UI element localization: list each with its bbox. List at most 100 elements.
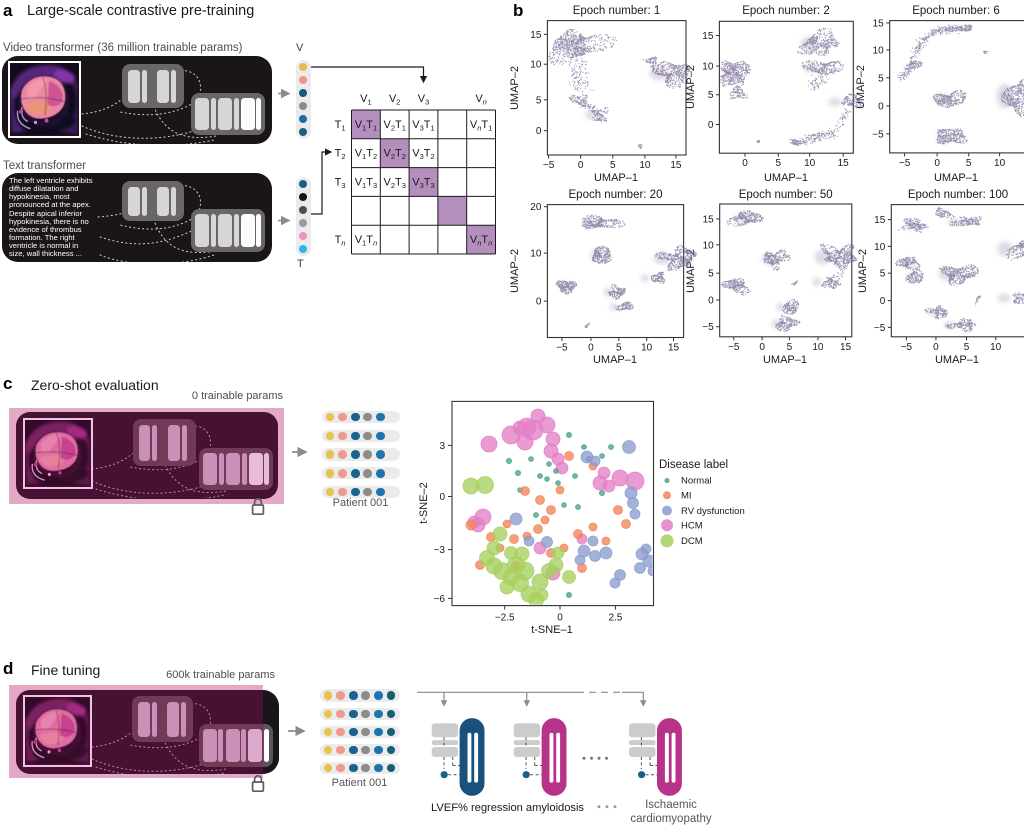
svg-text:15: 15 [874,215,886,226]
svg-text:5: 5 [787,342,793,353]
svg-text:5: 5 [708,90,714,101]
svg-text:T3: T3 [335,177,346,191]
svg-text:0: 0 [878,101,884,112]
svg-text:10: 10 [639,160,651,171]
svg-text:V3T3: V3T3 [412,177,434,191]
svg-text:10: 10 [990,342,1002,353]
svg-text:UMAP–2: UMAP–2 [509,66,521,110]
svg-text:UMAP–1: UMAP–1 [593,354,637,366]
svg-text:15: 15 [838,158,850,169]
svg-text:5: 5 [776,158,782,169]
svg-text:V3T2: V3T2 [412,148,434,162]
svg-text:UMAP–1: UMAP–1 [763,354,807,366]
svg-text:10: 10 [530,249,542,260]
svg-text:10: 10 [804,158,816,169]
svg-text:UMAP–1: UMAP–1 [934,172,978,184]
svg-text:0: 0 [557,613,563,624]
svg-text:V1Tn: V1Tn [355,234,377,248]
svg-text:10: 10 [530,60,542,71]
svg-text:Epoch number: 20: Epoch number: 20 [569,189,663,201]
svg-text:V2T3: V2T3 [383,177,405,191]
svg-text:15: 15 [668,343,680,354]
svg-text:15: 15 [670,160,682,171]
svg-text:10: 10 [702,62,714,73]
svg-text:UMAP–1: UMAP–1 [764,172,808,184]
svg-text:LVEF% regression amyloidosis: LVEF% regression amyloidosis [431,802,584,814]
svg-text:V1T3: V1T3 [355,177,377,191]
svg-text:3: 3 [439,441,445,452]
svg-text:0: 0 [588,343,594,354]
svg-text:UMAP–2: UMAP–2 [855,65,867,109]
svg-text:cardiomyopathy: cardiomyopathy [630,813,711,825]
svg-text:MI: MI [681,491,692,502]
svg-text:V2T1: V2T1 [383,119,405,132]
svg-text:0: 0 [880,296,886,307]
svg-text:10: 10 [703,240,715,251]
svg-text:0: 0 [439,492,445,503]
svg-text:−5: −5 [899,158,911,169]
svg-text:T2: T2 [335,148,346,162]
svg-text:UMAP–2: UMAP–2 [685,65,697,109]
svg-text:V1T1: V1T1 [355,119,377,132]
svg-text:0: 0 [708,296,714,307]
svg-text:10: 10 [873,45,885,56]
svg-text:−5: −5 [556,343,568,354]
svg-text:V3T1: V3T1 [412,119,434,132]
svg-text:t-SNE–2: t-SNE–2 [418,482,430,524]
svg-text:RV dysfunction: RV dysfunction [681,506,745,517]
svg-text:−5: −5 [874,323,886,334]
svg-text:Vn: Vn [475,93,487,107]
svg-text:5: 5 [966,158,972,169]
svg-text:−2.5: −2.5 [495,613,515,624]
svg-text:−5: −5 [543,160,555,171]
svg-text:5: 5 [616,343,622,354]
svg-text:15: 15 [702,31,714,42]
svg-text:10: 10 [812,342,824,353]
svg-text:UMAP–2: UMAP–2 [685,249,697,293]
svg-text:V1: V1 [360,93,372,107]
svg-text:t-SNE–1: t-SNE–1 [531,624,573,636]
svg-text:VnT1: VnT1 [470,119,492,132]
svg-text:−5: −5 [728,342,740,353]
svg-text:15: 15 [703,214,715,225]
svg-text:10: 10 [994,158,1006,169]
svg-text:−5: −5 [702,322,714,333]
svg-text:Epoch number: 50: Epoch number: 50 [739,189,833,201]
svg-text:0: 0 [934,158,940,169]
svg-text:HCM: HCM [681,521,703,532]
svg-text:UMAP–1: UMAP–1 [935,354,979,366]
svg-text:V2: V2 [389,93,401,107]
svg-text:5: 5 [536,95,542,106]
svg-text:0: 0 [708,120,714,131]
svg-text:15: 15 [530,30,542,41]
svg-text:10: 10 [641,343,653,354]
svg-text:Epoch number: 100: Epoch number: 100 [908,189,1008,201]
svg-text:V2T2: V2T2 [383,148,405,162]
svg-text:Tn: Tn [335,234,346,248]
svg-text:V3: V3 [418,93,430,107]
svg-text:5: 5 [708,269,714,280]
svg-text:5: 5 [880,269,886,280]
svg-text:5: 5 [964,342,970,353]
svg-text:−5: −5 [901,342,913,353]
svg-text:5: 5 [610,160,616,171]
svg-text:Normal: Normal [681,476,712,487]
svg-text:Disease label: Disease label [659,459,728,471]
svg-text:Epoch number: 6: Epoch number: 6 [912,5,1000,17]
svg-text:0: 0 [759,342,765,353]
svg-text:V1T2: V1T2 [355,148,377,162]
svg-text:Ischaemic: Ischaemic [645,799,697,811]
svg-text:UMAP–2: UMAP–2 [857,249,869,293]
svg-text:−6: −6 [434,594,446,605]
svg-text:Epoch number: 2: Epoch number: 2 [742,5,830,17]
svg-text:UMAP–1: UMAP–1 [594,172,638,184]
svg-text:0: 0 [536,126,542,137]
svg-text:15: 15 [873,18,885,29]
svg-text:DCM: DCM [681,536,703,547]
svg-text:Epoch number: 1: Epoch number: 1 [573,5,661,17]
svg-text:15: 15 [840,342,852,353]
svg-text:VnTn: VnTn [470,234,492,248]
svg-text:20: 20 [530,202,542,213]
svg-text:0: 0 [578,160,584,171]
svg-text:T1: T1 [335,119,346,132]
